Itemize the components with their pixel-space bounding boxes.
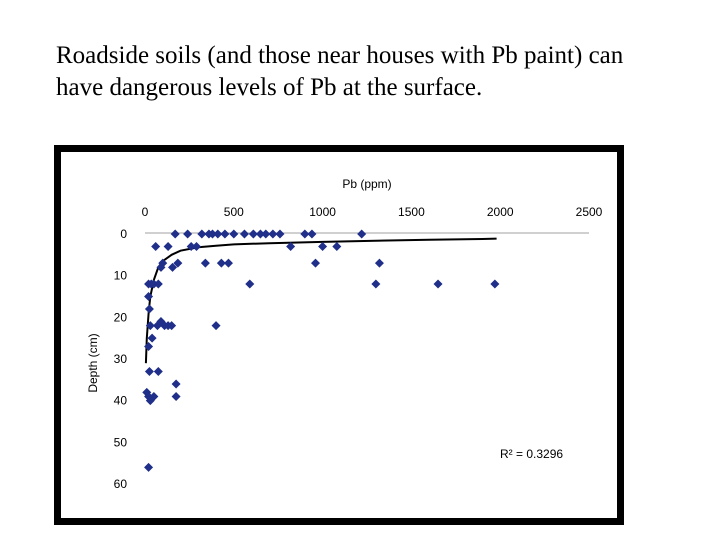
trendline	[144, 237, 497, 364]
data-point	[170, 229, 180, 239]
x-tick-label: 2000	[487, 205, 514, 219]
data-point	[433, 279, 443, 289]
data-point	[245, 279, 255, 289]
data-point	[220, 229, 230, 239]
data-point	[163, 242, 173, 251]
y-tick-label: 10	[114, 269, 128, 283]
y-tick-label: 60	[114, 477, 128, 491]
data-point	[192, 242, 202, 251]
data-point	[158, 258, 168, 268]
y-tick-label: 50	[114, 435, 128, 449]
data-point	[216, 258, 226, 268]
data-point	[183, 229, 193, 239]
x-tick-label: 1500	[398, 205, 425, 219]
data-point	[145, 396, 155, 406]
data-points	[142, 229, 500, 472]
scatter-chart: Pb (ppm) Depth (cm) 0 500 1000 1500 2000 2500…	[86, 177, 603, 491]
y-tick-labels: 0 10 20 30 40 50 60	[114, 227, 128, 491]
data-point	[211, 321, 221, 331]
data-point	[153, 367, 163, 376]
data-point	[357, 229, 367, 239]
x-tick-label: 0	[142, 205, 149, 219]
data-point	[229, 229, 239, 239]
data-point	[223, 258, 233, 268]
data-point	[144, 367, 154, 376]
y-tick-label: 0	[120, 227, 127, 241]
data-point	[307, 229, 317, 239]
data-point	[153, 279, 163, 289]
data-point	[145, 321, 155, 331]
y-tick-label: 40	[114, 394, 128, 408]
data-point	[286, 242, 296, 251]
data-point	[186, 242, 196, 251]
data-point	[239, 229, 249, 239]
data-point	[300, 229, 310, 239]
x-axis-title: Pb (ppm)	[342, 177, 391, 191]
data-point	[168, 262, 178, 272]
chart-frame: Pb (ppm) Depth (cm) 0 500 1000 1500 2000 2500…	[54, 145, 624, 525]
data-point	[261, 229, 271, 239]
data-point	[167, 321, 177, 331]
x-tick-label: 1000	[309, 205, 336, 219]
data-point	[371, 279, 381, 289]
x-tick-label: 500	[224, 205, 244, 219]
x-tick-labels: 0 500 1000 1500 2000 2500	[142, 205, 603, 219]
y-tick-label: 20	[114, 310, 128, 324]
data-point	[310, 258, 320, 268]
data-point	[248, 229, 258, 239]
slide-title: Roadside soils (and those near houses wi…	[56, 42, 624, 101]
chart-area: Pb (ppm) Depth (cm) 0 500 1000 1500 2000 2500…	[61, 152, 617, 518]
data-point	[144, 462, 154, 472]
data-point	[318, 242, 328, 251]
data-point	[173, 258, 183, 268]
data-point	[144, 304, 154, 314]
data-point	[171, 379, 181, 389]
data-point	[200, 258, 210, 268]
data-point	[332, 242, 342, 251]
data-point	[268, 229, 278, 239]
y-axis-title: Depth (cm)	[86, 333, 100, 392]
data-point	[275, 229, 285, 239]
data-point	[197, 229, 207, 239]
data-point	[144, 342, 154, 351]
x-tick-label: 2500	[576, 205, 603, 219]
data-point	[171, 392, 181, 401]
data-point	[374, 258, 384, 268]
data-point	[207, 229, 217, 239]
data-point	[144, 292, 154, 301]
data-point	[490, 279, 500, 289]
r-squared-annotation: R² = 0.3296	[500, 447, 563, 461]
data-point	[151, 242, 161, 251]
data-point	[156, 317, 166, 326]
data-point	[147, 333, 157, 343]
y-tick-label: 30	[114, 352, 128, 366]
data-point	[213, 229, 223, 239]
data-point	[255, 229, 265, 239]
